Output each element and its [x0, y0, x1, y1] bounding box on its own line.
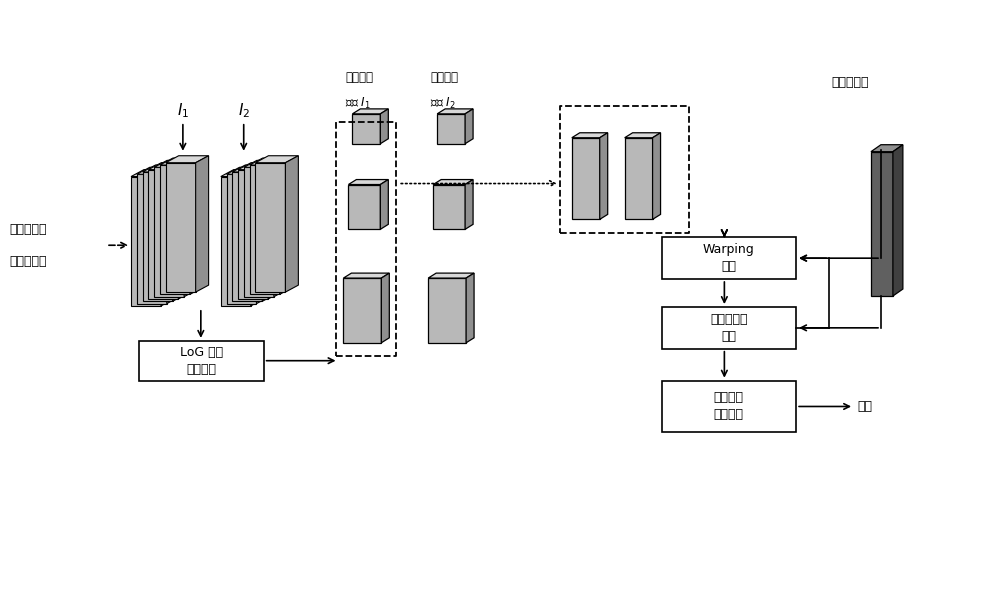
Text: 升采样流场: 升采样流场	[831, 76, 869, 89]
Polygon shape	[255, 163, 285, 292]
Polygon shape	[238, 163, 281, 170]
Polygon shape	[871, 145, 903, 152]
Polygon shape	[352, 109, 388, 114]
Polygon shape	[131, 177, 161, 306]
Polygon shape	[232, 172, 262, 301]
Polygon shape	[250, 165, 280, 294]
Polygon shape	[268, 163, 281, 299]
Text: LoG 边缘
检测模块: LoG 边缘 检测模块	[180, 346, 223, 376]
Polygon shape	[221, 177, 251, 306]
Text: $I_1$: $I_1$	[177, 101, 189, 120]
Polygon shape	[154, 160, 197, 167]
Polygon shape	[381, 273, 389, 343]
FancyBboxPatch shape	[662, 237, 796, 279]
FancyBboxPatch shape	[139, 341, 264, 381]
Polygon shape	[625, 138, 653, 219]
Polygon shape	[262, 165, 275, 301]
Polygon shape	[274, 160, 287, 297]
Polygon shape	[437, 114, 465, 144]
Text: 字塔 $I_2$: 字塔 $I_2$	[430, 96, 456, 112]
Text: 能量最小化
模块: 能量最小化 模块	[710, 313, 748, 343]
Polygon shape	[285, 156, 298, 292]
FancyBboxPatch shape	[662, 307, 796, 349]
Text: Warping
模块: Warping 模块	[703, 243, 755, 273]
Polygon shape	[167, 167, 180, 304]
Polygon shape	[380, 180, 388, 229]
Polygon shape	[465, 180, 473, 229]
Polygon shape	[466, 273, 474, 343]
Polygon shape	[137, 167, 180, 174]
Polygon shape	[173, 165, 185, 301]
Polygon shape	[196, 156, 209, 292]
Polygon shape	[143, 172, 173, 301]
Polygon shape	[184, 160, 197, 297]
Polygon shape	[428, 273, 474, 278]
Polygon shape	[148, 170, 178, 299]
Polygon shape	[161, 170, 174, 306]
Polygon shape	[352, 114, 380, 144]
Polygon shape	[227, 174, 256, 304]
Polygon shape	[256, 167, 269, 304]
Polygon shape	[600, 133, 608, 219]
Polygon shape	[148, 163, 191, 170]
Polygon shape	[137, 174, 167, 304]
Polygon shape	[893, 145, 903, 296]
Polygon shape	[227, 167, 269, 174]
Polygon shape	[871, 152, 893, 296]
Polygon shape	[433, 184, 465, 229]
Polygon shape	[625, 133, 661, 138]
Text: 回波图金: 回波图金	[345, 70, 373, 83]
Polygon shape	[572, 133, 608, 138]
Polygon shape	[280, 158, 293, 294]
Polygon shape	[572, 138, 600, 219]
Text: $I_2$: $I_2$	[238, 101, 250, 120]
Polygon shape	[190, 158, 203, 294]
Polygon shape	[251, 170, 264, 306]
Text: 字塔 $I_1$: 字塔 $I_1$	[345, 96, 371, 112]
Polygon shape	[221, 170, 264, 177]
Polygon shape	[244, 160, 287, 167]
Polygon shape	[244, 167, 274, 297]
Polygon shape	[232, 165, 275, 172]
Text: 回波图金: 回波图金	[430, 70, 458, 83]
Polygon shape	[433, 180, 473, 184]
Polygon shape	[465, 109, 473, 144]
Polygon shape	[160, 165, 190, 294]
Polygon shape	[348, 184, 380, 229]
Polygon shape	[343, 273, 389, 278]
FancyBboxPatch shape	[662, 381, 796, 433]
Polygon shape	[131, 170, 174, 177]
Polygon shape	[437, 109, 473, 114]
Polygon shape	[178, 163, 191, 299]
Polygon shape	[166, 156, 209, 163]
Polygon shape	[238, 170, 268, 299]
Polygon shape	[160, 158, 203, 165]
Polygon shape	[653, 133, 661, 219]
Polygon shape	[143, 165, 185, 172]
Text: 空化噪声
消除模块: 空化噪声 消除模块	[714, 391, 744, 421]
Text: 主动声纳回: 主动声纳回	[9, 223, 47, 236]
Polygon shape	[380, 109, 388, 144]
Polygon shape	[255, 156, 298, 163]
Polygon shape	[343, 278, 381, 343]
Polygon shape	[250, 158, 293, 165]
Polygon shape	[428, 278, 466, 343]
Text: 输出: 输出	[857, 400, 872, 413]
Text: 波图像序列: 波图像序列	[9, 255, 47, 268]
Polygon shape	[166, 163, 196, 292]
Polygon shape	[154, 167, 184, 297]
Polygon shape	[348, 180, 388, 184]
